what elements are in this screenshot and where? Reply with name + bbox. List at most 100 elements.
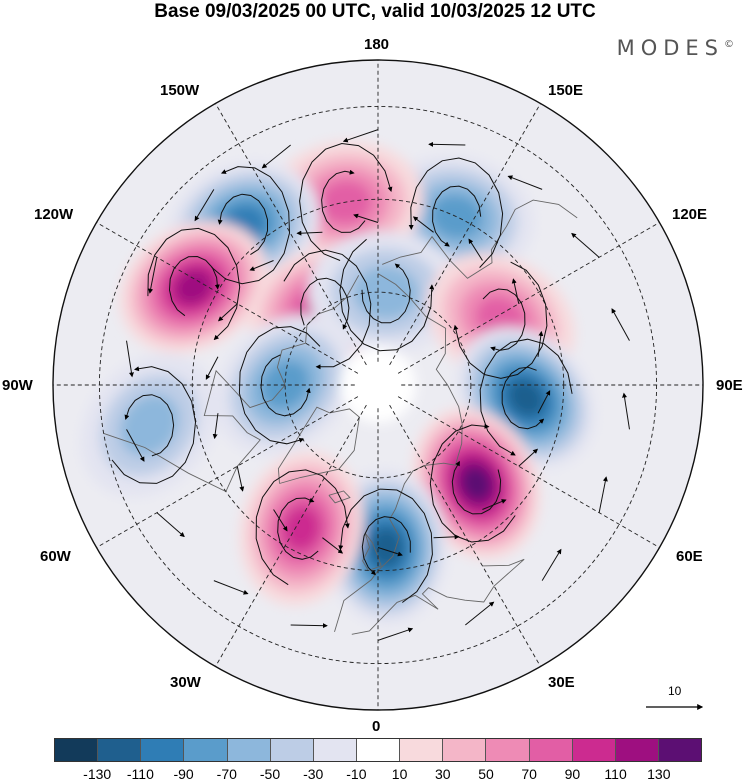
colorbar-segment xyxy=(98,739,142,761)
streamline xyxy=(111,366,197,484)
streamline xyxy=(147,227,241,341)
flow-arrow xyxy=(412,216,434,233)
streamline xyxy=(299,142,393,261)
colorbar-ticks: -130 -110 -90 -70 -50 -30 -10 10 30 50 70 90 110 130 xyxy=(54,766,702,782)
brand-text: MODES xyxy=(616,36,724,60)
coastline xyxy=(328,490,351,504)
streamline xyxy=(238,326,321,445)
longitude-label-150e: 150E xyxy=(548,82,584,99)
flow-arrow xyxy=(482,499,507,510)
meridian-line xyxy=(96,222,359,374)
colorbar-tick-label: 10 xyxy=(391,766,408,782)
colorbar-tick-label: 30 xyxy=(435,766,451,782)
colorbar-tick-label: -10 xyxy=(346,766,367,782)
colorbar-segment xyxy=(615,739,659,761)
coastline xyxy=(277,406,360,484)
flow-arrow xyxy=(541,548,562,581)
map-title: Base 09/03/2025 00 UTC, valid 10/03/2025… xyxy=(154,1,596,22)
flow-arrow xyxy=(433,534,460,540)
meridian-line xyxy=(397,396,660,548)
colorbar-tick-label: 70 xyxy=(521,766,537,782)
colorbar-tick-label: -30 xyxy=(303,766,324,782)
wind-streamlines xyxy=(111,129,630,641)
anomaly-contour xyxy=(460,465,493,502)
colorbar-segment xyxy=(227,739,271,761)
flow-arrow xyxy=(156,512,185,538)
flow-arrow xyxy=(126,340,134,378)
flow-arrow xyxy=(126,429,145,462)
meridian-line xyxy=(215,103,367,366)
flow-arrow xyxy=(290,623,328,629)
flow-arrow xyxy=(468,238,483,261)
colorbar-tick-label: -90 xyxy=(173,766,194,782)
flow-arrow xyxy=(217,303,238,322)
streamline xyxy=(211,166,291,285)
streamline xyxy=(300,277,350,330)
colorbar-segment xyxy=(529,739,573,761)
latitude-circle xyxy=(284,291,472,479)
colorbar-tick-label: 110 xyxy=(604,766,627,782)
colorbar-segment xyxy=(356,739,401,761)
streamline xyxy=(338,488,433,603)
anomaly-contour xyxy=(282,506,321,551)
flow-arrow xyxy=(571,232,600,258)
map-boundary xyxy=(52,59,704,711)
streamline xyxy=(255,469,350,586)
polar-stereographic-map xyxy=(52,59,704,711)
modes-brand-logo: MODES© xyxy=(617,36,734,60)
flow-arrow xyxy=(465,601,495,626)
coastline xyxy=(382,199,578,279)
streamline xyxy=(482,288,526,352)
colorbar-segment xyxy=(443,739,487,761)
longitude-label-60e: 60E xyxy=(676,548,703,565)
flow-arrow xyxy=(377,547,403,557)
coastline xyxy=(351,558,525,635)
streamline xyxy=(217,193,268,256)
longitude-label-180: 180 xyxy=(364,36,390,53)
colorbar-segment xyxy=(400,739,444,761)
flow-arrow xyxy=(236,466,245,492)
reference-vector-value: 10 xyxy=(668,684,682,698)
flow-arrow xyxy=(598,476,608,513)
flow-arrow xyxy=(511,278,520,304)
flow-arrow xyxy=(261,144,291,169)
flow-arrow xyxy=(342,129,379,143)
colorbar-tick-label: -130 xyxy=(83,766,112,782)
copyright-mark: © xyxy=(724,39,734,50)
meridian-line xyxy=(215,404,367,667)
reference-arrow xyxy=(646,704,704,710)
streamline xyxy=(260,354,311,417)
flow-arrow xyxy=(622,392,630,430)
longitude-label-60w: 60W xyxy=(40,548,71,565)
meridian-line xyxy=(389,404,541,667)
flow-arrow xyxy=(212,413,219,440)
reference-vector: 10 xyxy=(640,680,710,720)
flow-arrow xyxy=(377,627,414,641)
streamline xyxy=(479,338,573,456)
longitude-label-30w: 30W xyxy=(170,674,201,691)
colorbar-segment xyxy=(55,739,99,761)
colorbar-segment xyxy=(486,739,530,761)
streamline xyxy=(453,261,548,379)
longitude-label-120e: 120E xyxy=(672,206,708,223)
coastline xyxy=(362,532,382,572)
meridian-line xyxy=(389,103,541,366)
colorbar-tick-label: -70 xyxy=(216,766,237,782)
streamline xyxy=(277,497,319,560)
longitude-label-90e: 90E xyxy=(716,377,743,394)
flow-arrow xyxy=(273,509,288,532)
flow-arrow xyxy=(611,308,630,341)
colorbar-segment xyxy=(270,739,314,761)
colorbar xyxy=(54,738,702,762)
graticule xyxy=(53,60,703,710)
colorbar-tick-label: 130 xyxy=(647,766,671,782)
streamline xyxy=(124,394,175,457)
longitude-label-90w: 90W xyxy=(2,377,33,394)
flow-arrow xyxy=(322,537,344,554)
colorbar-segment xyxy=(141,739,185,761)
flow-arrow xyxy=(507,175,543,190)
colorbar-segment xyxy=(572,739,616,761)
longitude-label-30e: 30E xyxy=(548,674,575,691)
flow-arrow xyxy=(353,213,379,223)
streamline xyxy=(339,238,435,352)
